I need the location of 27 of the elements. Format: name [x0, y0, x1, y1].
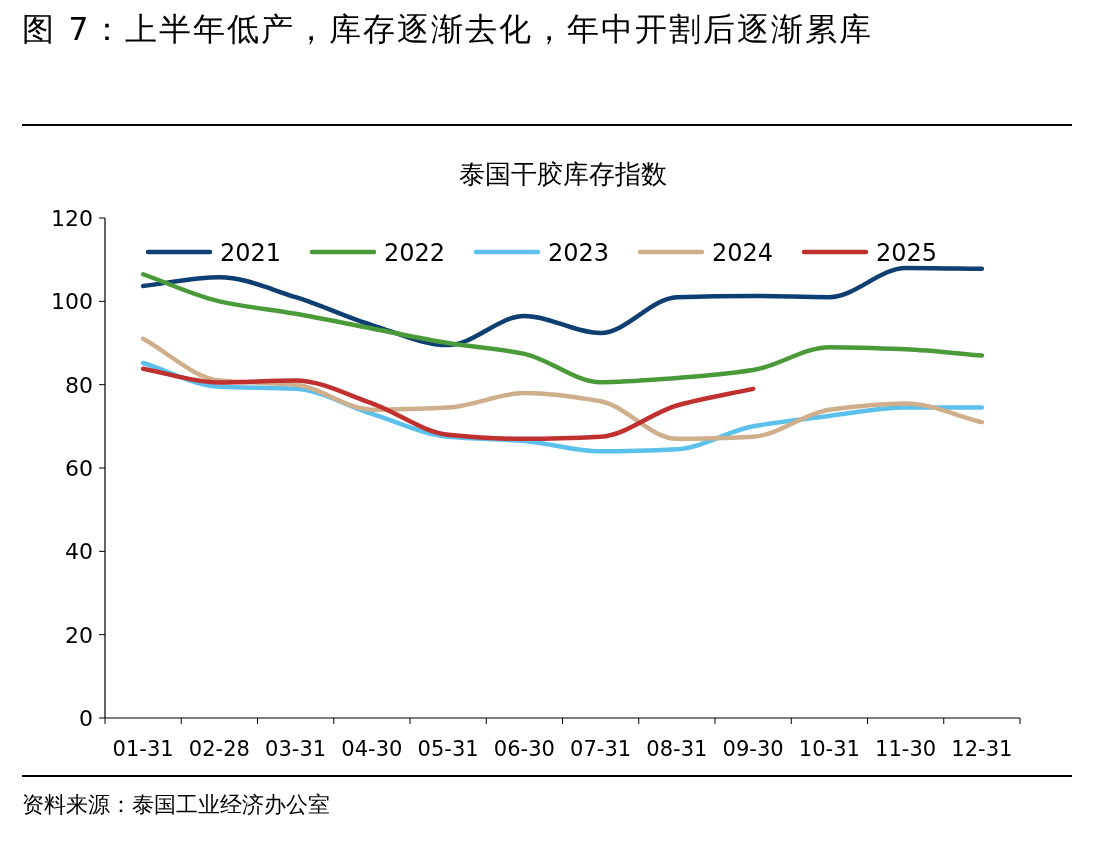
y-tick-label: 60 — [65, 456, 93, 481]
x-tick-label: 12-31 — [951, 737, 1013, 761]
y-tick-label: 80 — [65, 372, 93, 398]
x-tick-label: 05-31 — [417, 737, 479, 761]
legend-label: 2021 — [220, 239, 282, 267]
x-tick-label: 09-30 — [722, 737, 784, 761]
text: 资料来源：泰国工业经济办公室 — [22, 791, 330, 819]
title: 图 7：上半年低产，库存逐渐去化，年中开割后逐渐累库 — [22, 9, 874, 50]
y-tick-label: 40 — [65, 539, 93, 565]
y-tick-label: 0 — [79, 706, 93, 731]
x-tick-label: 11-30 — [875, 737, 937, 761]
y-tick-label: 20 — [65, 622, 93, 648]
legend-label: 2025 — [876, 239, 938, 267]
y-tick-label: 120 — [51, 206, 93, 231]
x-tick-label: 01-31 — [112, 737, 174, 761]
y-tick-label: 100 — [51, 289, 93, 315]
legend-label: 2022 — [384, 239, 446, 267]
legend-label: 2024 — [712, 239, 774, 267]
chart-subtitle: 泰国干胶库存指数 — [458, 159, 667, 189]
legend-label: 2023 — [548, 239, 610, 267]
x-tick-label: 02-28 — [188, 737, 250, 761]
x-tick-label: 06-30 — [493, 737, 555, 761]
x-tick-label: 10-31 — [798, 737, 860, 761]
x-tick-label: 07-31 — [570, 737, 632, 761]
x-tick-label: 03-31 — [265, 737, 327, 761]
x-tick-label: 08-31 — [646, 737, 708, 761]
x-tick-label: 04-30 — [341, 737, 403, 761]
